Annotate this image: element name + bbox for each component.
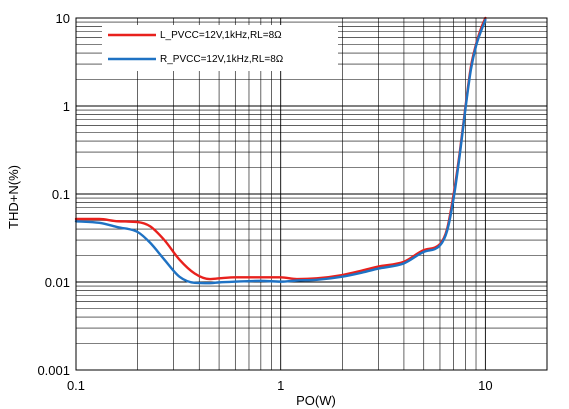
series-line-r: [74, 18, 487, 285]
legend-label-l: L_PVCC=12V,1kHz,RL=8Ω: [160, 30, 282, 41]
legend-label-r: R_PVCC=12V,1kHz,RL=8Ω: [160, 54, 284, 65]
x-tick-labels: 0.1 1 10: [67, 378, 493, 393]
x-tick-label: 0.1: [67, 378, 85, 393]
x-tick-label: 10: [478, 378, 492, 393]
x-tick-label: 1: [277, 378, 284, 393]
y-tick-label: 0.001: [37, 363, 70, 378]
grid-lines: [75, 17, 548, 371]
y-tick-label: 10: [56, 11, 70, 26]
y-axis-label: THD+N(%): [6, 165, 21, 229]
y-tick-label: 1: [63, 99, 70, 114]
legend-box: [102, 25, 338, 71]
series-layer: [74, 16, 487, 285]
y-tick-labels: 10 1 0.1 0.01 0.001: [37, 11, 70, 378]
plot-frame: [75, 17, 548, 371]
x-axis-label: PO(W): [296, 393, 336, 408]
legend: L_PVCC=12V,1kHz,RL=8Ω R_PVCC=12V,1kHz,RL…: [102, 25, 338, 71]
y-tick-label: 0.01: [45, 275, 70, 290]
y-tick-label: 0.1: [52, 187, 70, 202]
